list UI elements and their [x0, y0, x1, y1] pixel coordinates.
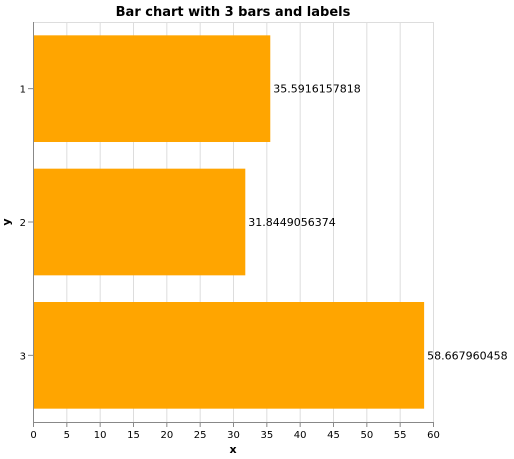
data-label: 31.8449056374 [248, 216, 335, 229]
x-tick-label: 60 [427, 430, 440, 441]
x-tick-label: 35 [260, 430, 273, 441]
x-tick-label: 55 [394, 430, 407, 441]
y-axis-title: y [0, 218, 13, 225]
x-tick-label: 10 [94, 430, 107, 441]
x-axis-title: x [229, 443, 236, 456]
data-label: 35.5916157818 [273, 83, 360, 96]
x-tick-label: 30 [227, 430, 240, 441]
x-tick-label: 20 [160, 430, 173, 441]
x-tick-label: 15 [127, 430, 140, 441]
data-label: 58.667960458 [427, 349, 507, 362]
y-axis-ticks: 1 2 3 [20, 85, 33, 362]
x-tick-label: 50 [360, 430, 373, 441]
x-tick-label: 25 [194, 430, 207, 441]
data-labels: 35.5916157818 31.8449056374 58.667960458 [248, 83, 507, 363]
bars [33, 35, 425, 409]
x-tick-label: 40 [294, 430, 307, 441]
x-axis-ticks: 0 5 10 15 20 25 30 35 40 45 50 55 60 [30, 422, 440, 441]
x-tick-label: 45 [327, 430, 340, 441]
y-tick-label: 1 [20, 85, 26, 96]
bar [33, 35, 271, 143]
chart-title: Bar chart with 3 bars and labels [116, 5, 351, 20]
bar [33, 302, 425, 409]
x-tick-label: 5 [64, 430, 70, 441]
bar [33, 168, 246, 276]
y-tick-label: 2 [20, 218, 26, 229]
y-tick-label: 3 [20, 351, 26, 362]
x-tick-label: 0 [30, 430, 36, 441]
